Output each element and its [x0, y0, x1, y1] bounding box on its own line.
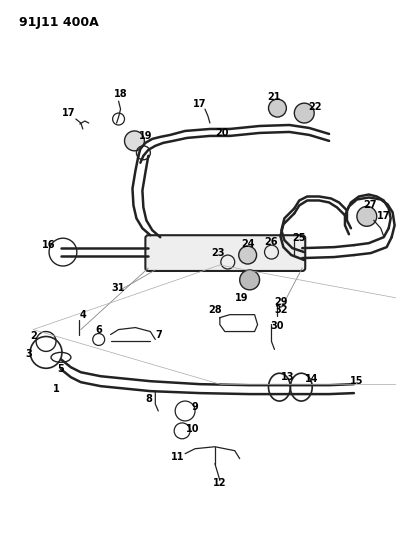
Text: 19: 19 — [235, 293, 249, 303]
Text: 29: 29 — [275, 297, 288, 307]
Text: 28: 28 — [208, 305, 222, 314]
Circle shape — [294, 103, 314, 123]
Circle shape — [239, 246, 256, 264]
Text: 13: 13 — [281, 372, 294, 382]
FancyBboxPatch shape — [145, 235, 305, 271]
Text: 3: 3 — [26, 349, 33, 359]
Text: 14: 14 — [304, 374, 318, 384]
Text: 2: 2 — [30, 330, 37, 341]
Text: 4: 4 — [79, 310, 86, 320]
Text: 91J11 400A: 91J11 400A — [19, 16, 99, 29]
Text: 10: 10 — [186, 424, 200, 434]
Text: 16: 16 — [42, 240, 56, 250]
Text: 8: 8 — [145, 394, 152, 404]
Circle shape — [357, 206, 377, 227]
Text: 26: 26 — [265, 237, 278, 247]
Text: 30: 30 — [271, 320, 284, 330]
Text: 1: 1 — [53, 384, 60, 394]
Text: 19: 19 — [139, 131, 152, 141]
Text: 21: 21 — [268, 92, 281, 102]
Text: 32: 32 — [275, 305, 288, 314]
Text: 23: 23 — [211, 248, 225, 258]
Text: 11: 11 — [172, 451, 185, 462]
Text: 5: 5 — [58, 364, 64, 374]
Text: 24: 24 — [241, 239, 254, 249]
Text: 7: 7 — [155, 329, 162, 340]
Circle shape — [268, 99, 286, 117]
Text: 25: 25 — [293, 233, 306, 243]
Text: 6: 6 — [95, 325, 102, 335]
Text: 22: 22 — [308, 102, 322, 112]
Text: 17: 17 — [62, 108, 76, 118]
Circle shape — [240, 270, 260, 290]
Circle shape — [125, 131, 145, 151]
Text: 17: 17 — [193, 99, 207, 109]
Text: 20: 20 — [215, 128, 229, 138]
Text: 27: 27 — [363, 200, 376, 211]
Text: 9: 9 — [192, 402, 198, 412]
Text: 31: 31 — [112, 283, 125, 293]
Text: 17: 17 — [377, 212, 390, 221]
Text: 18: 18 — [114, 89, 127, 99]
Text: 12: 12 — [213, 479, 227, 488]
Text: 15: 15 — [350, 376, 364, 386]
